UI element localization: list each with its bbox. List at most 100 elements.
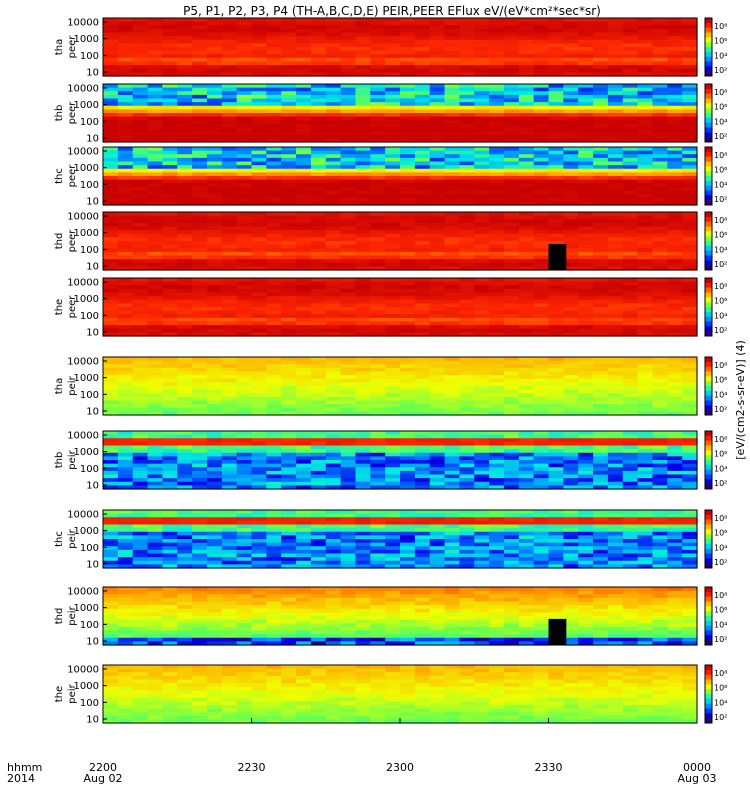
spectrogram-cell bbox=[667, 36, 683, 41]
spectrogram-cell bbox=[459, 520, 475, 526]
spectrogram-cell bbox=[637, 357, 654, 362]
spectrogram-cell bbox=[385, 21, 401, 26]
spectrogram-cell bbox=[236, 57, 253, 63]
spectrogram-cell bbox=[533, 54, 550, 59]
colorbar-tick-label: 10² bbox=[714, 326, 727, 335]
spectrogram-cell bbox=[429, 307, 446, 312]
spectrogram-cell bbox=[563, 194, 579, 199]
spectrogram-cell bbox=[192, 332, 208, 337]
spectrogram-cell bbox=[548, 179, 564, 184]
spectrogram-cell bbox=[607, 105, 624, 110]
spectrogram-cell bbox=[192, 474, 208, 479]
spectrogram-cell bbox=[444, 259, 460, 264]
spectrogram-cell bbox=[355, 467, 371, 472]
spectrogram-cell bbox=[563, 255, 579, 260]
spectrogram-cell bbox=[414, 183, 431, 188]
y-tick-label: 10000 bbox=[67, 278, 99, 289]
spectrogram-cell bbox=[622, 524, 639, 529]
spectrogram-cell bbox=[117, 407, 134, 412]
spectrogram-cell bbox=[533, 364, 550, 369]
spectrogram-cell bbox=[266, 172, 282, 177]
spectrogram-cell bbox=[622, 54, 639, 59]
colorbar-tick-label: 10⁸ bbox=[714, 282, 727, 291]
spectrogram-cell bbox=[103, 65, 119, 70]
spectrogram-cell bbox=[296, 528, 312, 533]
spectrogram-cell bbox=[221, 321, 238, 326]
spectrogram-cell bbox=[117, 531, 134, 536]
spectrogram-cell bbox=[355, 251, 371, 257]
spectrogram-cell bbox=[236, 400, 253, 405]
spectrogram-cell bbox=[593, 404, 609, 409]
spectrogram-cell bbox=[637, 94, 654, 100]
spectrogram-cell bbox=[682, 411, 698, 416]
spectrogram-cell bbox=[132, 241, 149, 246]
spectrogram-cell bbox=[503, 222, 520, 228]
spectrogram-cell bbox=[489, 237, 505, 242]
spectrogram-cell bbox=[177, 360, 193, 365]
spectrogram-cell bbox=[563, 190, 579, 195]
spectrogram-cell bbox=[637, 360, 654, 365]
spectrogram-cell bbox=[682, 18, 698, 23]
spectrogram-cell bbox=[414, 84, 431, 89]
spectrogram-cell bbox=[385, 463, 401, 468]
spectrogram-cell bbox=[652, 72, 668, 77]
spectrogram-cell bbox=[177, 197, 193, 202]
spectrogram-cell bbox=[162, 310, 178, 315]
spectrogram-cell bbox=[682, 87, 698, 92]
spectrogram-cell bbox=[607, 285, 624, 290]
spectrogram-cell bbox=[103, 478, 119, 483]
spectrogram-cell bbox=[548, 393, 564, 398]
spectrogram-cell bbox=[325, 434, 342, 439]
spectrogram-cell bbox=[518, 183, 535, 188]
spectrogram-cell bbox=[192, 154, 208, 159]
spectrogram-cell bbox=[325, 371, 342, 376]
colorbar-segment bbox=[705, 103, 712, 109]
spectrogram-cell bbox=[593, 197, 609, 202]
spectrogram-cell bbox=[325, 441, 342, 447]
spectrogram-cell bbox=[147, 57, 163, 63]
spectrogram-cell bbox=[251, 138, 267, 143]
spectrogram-cell bbox=[236, 364, 253, 369]
spectrogram-cell bbox=[325, 378, 342, 383]
spectrogram-cell bbox=[444, 321, 460, 326]
spectrogram-cell bbox=[682, 321, 698, 326]
spectrogram-cell bbox=[474, 431, 490, 436]
spectrogram-cell bbox=[310, 303, 327, 308]
spectrogram-cell bbox=[682, 325, 698, 330]
spectrogram-cell bbox=[429, 134, 446, 139]
spectrogram-cell bbox=[325, 470, 342, 476]
spectrogram-cell bbox=[310, 87, 327, 92]
spectrogram-cell bbox=[652, 161, 668, 166]
spectrogram-cell bbox=[132, 131, 149, 136]
spectrogram-cell bbox=[310, 127, 327, 132]
spectrogram-cell bbox=[667, 194, 683, 199]
spectrogram-cell bbox=[296, 50, 312, 55]
spectrogram-cell bbox=[340, 303, 357, 308]
spectrogram-cell bbox=[400, 386, 416, 391]
spectrogram-cell bbox=[103, 222, 119, 228]
spectrogram-cell bbox=[652, 367, 668, 373]
data-gap bbox=[548, 243, 567, 270]
spectrogram-cell bbox=[622, 25, 639, 30]
spectrogram-cell bbox=[607, 91, 624, 96]
spectrogram-cell bbox=[548, 25, 564, 30]
spectrogram-cell bbox=[355, 434, 371, 439]
spectrogram-cell bbox=[251, 307, 267, 312]
spectrogram-cell bbox=[281, 147, 297, 152]
spectrogram-cell bbox=[296, 364, 312, 369]
spectrogram-cell bbox=[177, 524, 193, 529]
spectrogram-cell bbox=[682, 113, 698, 118]
spectrogram-cell bbox=[192, 43, 208, 48]
spectrogram-cell bbox=[414, 441, 431, 447]
spectrogram-cell bbox=[682, 28, 698, 34]
spectrogram-cell bbox=[132, 531, 149, 536]
spectrogram-cell bbox=[548, 127, 564, 132]
spectrogram-cell bbox=[103, 255, 119, 260]
spectrogram-cell bbox=[221, 131, 238, 136]
spectrogram-cell bbox=[518, 248, 535, 253]
spectrogram-cell bbox=[325, 226, 342, 231]
spectrogram-cell bbox=[117, 222, 134, 228]
spectrogram-cell bbox=[281, 105, 297, 110]
spectrogram-cell bbox=[206, 102, 223, 107]
spectrogram-cell bbox=[533, 57, 550, 63]
